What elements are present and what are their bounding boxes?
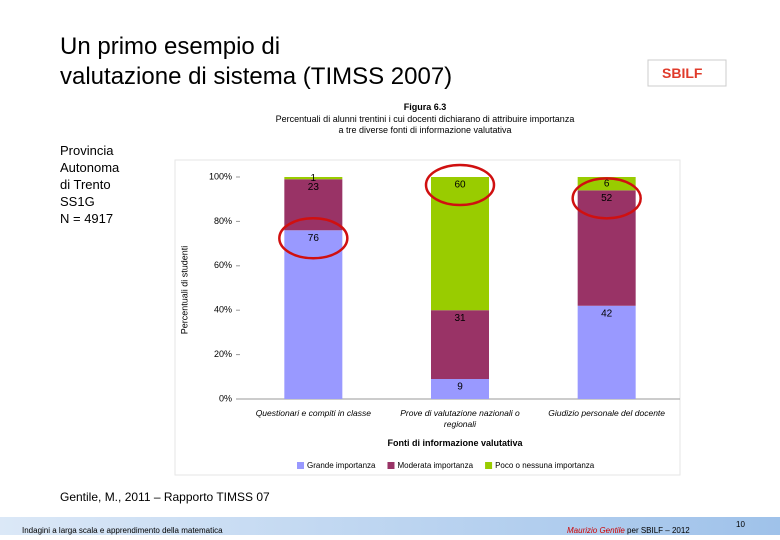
footer-left: Indagini a larga scala e apprendimento d… (22, 526, 223, 535)
data-label: 6 (604, 178, 610, 189)
bar-segment (431, 177, 489, 311)
y-tick-label: 0% (219, 393, 232, 403)
legend-swatch (387, 462, 395, 469)
y-tick-label: 60% (214, 260, 232, 270)
data-label: 42 (601, 308, 613, 319)
data-label: 52 (601, 193, 613, 204)
highlight-ellipse (571, 177, 642, 220)
data-label: 76 (308, 233, 320, 244)
chart-frame (174, 159, 681, 476)
x-tick-label: Prove di valutazione nazionali o regiona… (400, 408, 520, 429)
legend-label: Moderata importanza (397, 461, 473, 470)
y-tick-label: 20% (214, 349, 232, 359)
x-tick-label: Questionari e compiti in classe (255, 408, 371, 418)
data-label: 9 (457, 382, 463, 393)
legend-label: Grande importanza (307, 461, 376, 470)
highlight-ellipse (424, 163, 496, 207)
logo: SBILF (662, 65, 703, 81)
bar-segment (284, 177, 343, 180)
legend-swatch (297, 462, 304, 469)
info: Provincia Autonoma di Trento SS1G N = 49… (60, 142, 119, 227)
bar-segment (577, 305, 636, 399)
footer-credit: per SBILF – 2012 (627, 526, 690, 535)
chart-title: Figura 6.3 (403, 102, 447, 112)
x-tick-label: Giudizio personale del docente (548, 408, 666, 418)
footer-right: Maurizio Gentile per SBILF – 2012 (567, 526, 690, 535)
info-line: Autonoma (60, 160, 120, 175)
footer-author: Maurizio Gentile (567, 526, 625, 535)
title-line: valutazione di sistema (TIMSS 2007) (60, 63, 453, 90)
info-line: SS1G (60, 194, 95, 209)
page-number: 10 (736, 520, 745, 529)
y-tick-label: 80% (214, 216, 232, 226)
y-tick-label: 40% (214, 305, 232, 315)
data-label: 31 (454, 313, 466, 324)
data-label: 23 (308, 182, 320, 193)
data-label: 1 (311, 173, 317, 184)
y-axis-label: Percentuali di studenti (179, 246, 189, 335)
footer-bar (0, 517, 780, 535)
info-line: N = 4917 (60, 211, 114, 226)
title-line: Un primo esempio di (60, 33, 281, 60)
citation: Gentile, M., 2011 – Rapporto TIMSS 07 (60, 490, 270, 504)
info-line: Provincia (60, 143, 114, 158)
highlight-ellipse (278, 217, 349, 260)
slide-title: Un primo esempio di valutazione di siste… (60, 32, 452, 92)
legend-swatch (485, 462, 493, 469)
data-label: 60 (454, 180, 466, 191)
bar-segment (431, 310, 489, 380)
chart-subtitle: Percentuali di alunni trentini i cui doc… (275, 114, 575, 135)
bar-segment (431, 379, 489, 399)
y-tick-label: 100% (209, 171, 232, 181)
info-line: di Trento (60, 177, 111, 192)
legend-label: Poco o nessuna importanza (495, 461, 595, 470)
bar-segment (577, 190, 636, 306)
x-axis-label: Fonti di informazione valutativa (387, 438, 523, 448)
logo-box (647, 59, 727, 87)
